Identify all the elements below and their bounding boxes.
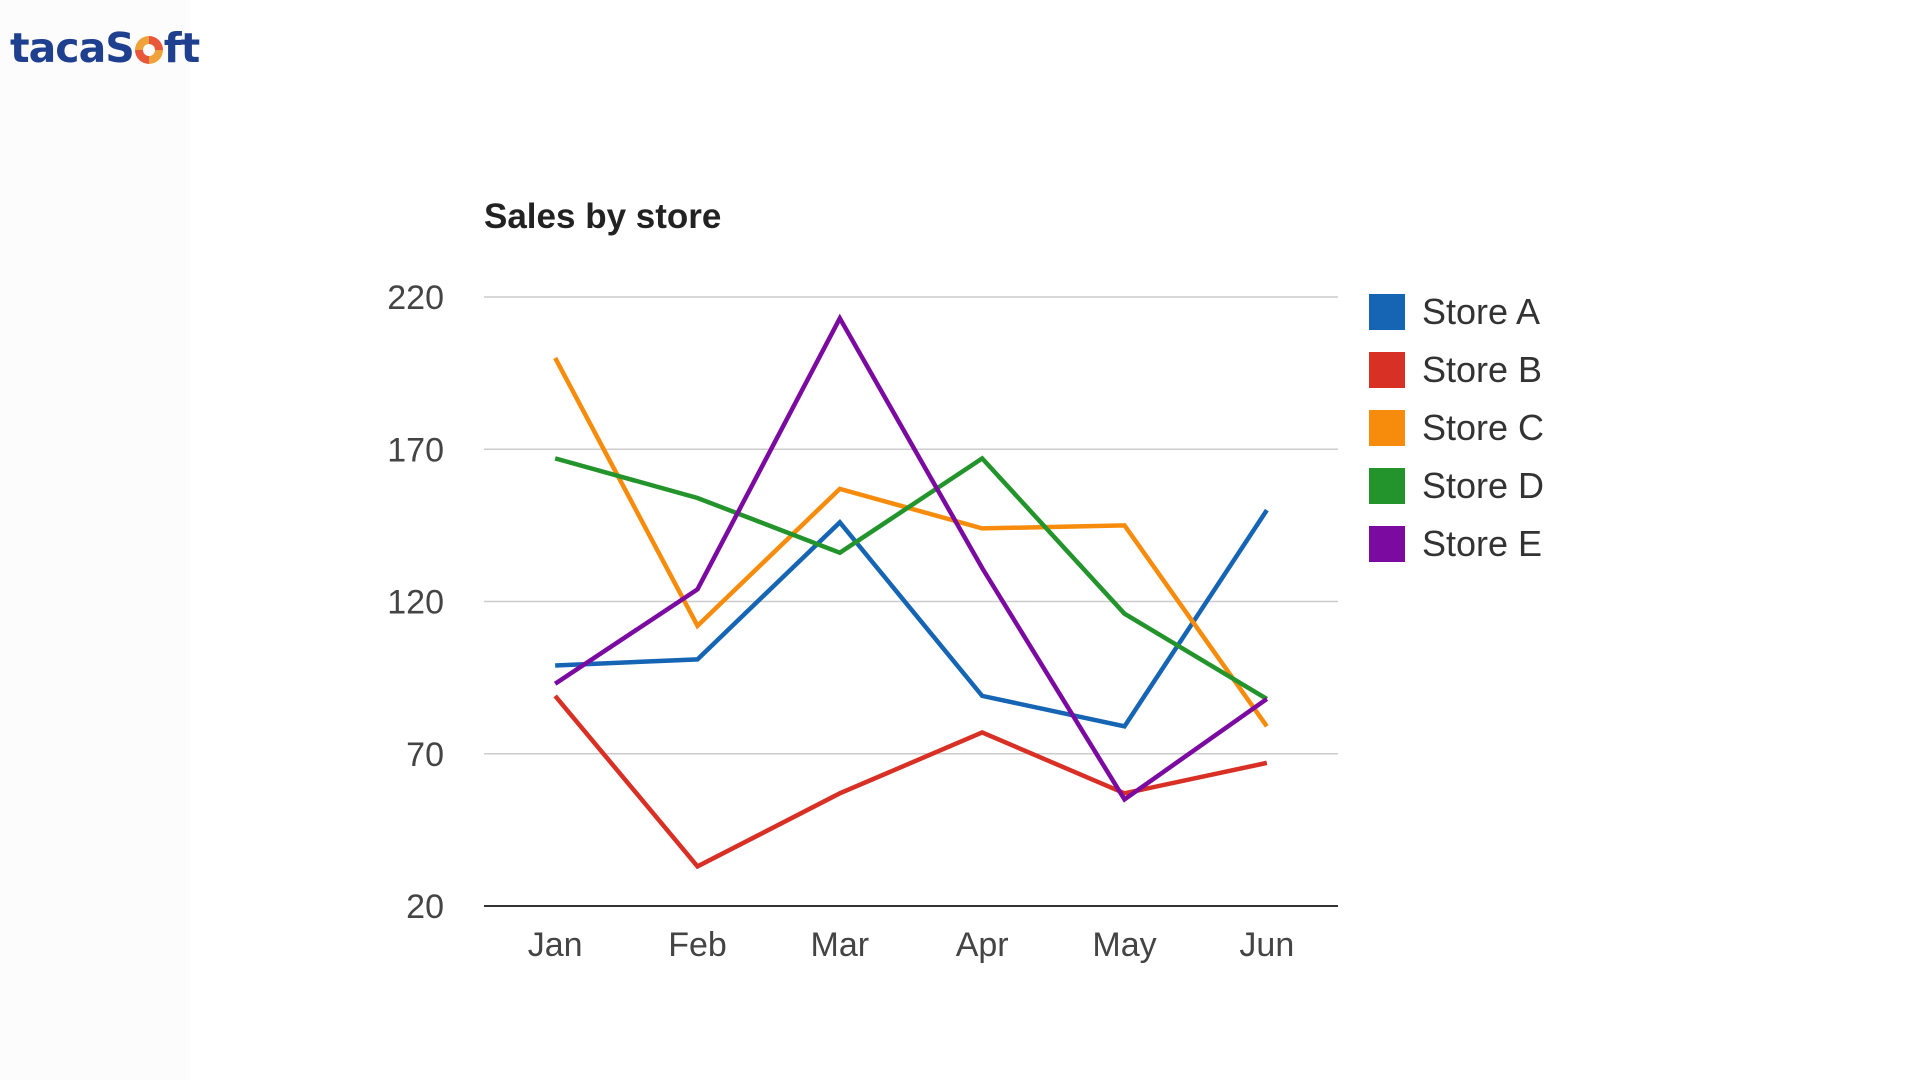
legend-swatch bbox=[1369, 468, 1405, 504]
series-line-store-c[interactable] bbox=[553, 356, 1269, 728]
y-tick-label: 120 bbox=[387, 584, 444, 622]
y-axis-ticks: 220 170 120 70 20 bbox=[387, 279, 444, 926]
x-tick-label: Mar bbox=[811, 926, 870, 964]
legend-swatch bbox=[1369, 410, 1405, 446]
chart-title: Sales by store bbox=[484, 197, 721, 236]
series-line-store-d[interactable] bbox=[554, 455, 1268, 701]
legend-label[interactable]: Store B bbox=[1422, 349, 1542, 390]
series-lines bbox=[553, 313, 1269, 870]
legend: Store A Store B Store C Store D Store E bbox=[1369, 291, 1544, 564]
y-tick-label: 70 bbox=[406, 736, 444, 774]
grid-lines bbox=[484, 296, 1338, 907]
logo-text-suffix: ft bbox=[163, 24, 200, 72]
series-line-store-b[interactable] bbox=[553, 694, 1268, 870]
x-axis-ticks: Jan Feb Mar Apr May Jun bbox=[528, 926, 1294, 964]
y-tick-label: 170 bbox=[387, 431, 444, 469]
series-line-store-a[interactable] bbox=[555, 508, 1269, 729]
logo-text-prefix: tacaS bbox=[10, 24, 135, 72]
legend-label[interactable]: Store D bbox=[1422, 465, 1544, 506]
legend-swatch bbox=[1369, 526, 1405, 562]
x-tick-label: Jan bbox=[528, 926, 583, 964]
y-tick-label: 20 bbox=[406, 888, 444, 926]
left-strip bbox=[0, 0, 190, 1080]
legend-label[interactable]: Store C bbox=[1422, 407, 1544, 448]
brand-logo[interactable]: tacaS ft bbox=[10, 28, 200, 69]
y-tick-label: 220 bbox=[387, 279, 444, 317]
logo-o-icon bbox=[134, 36, 163, 64]
x-tick-label: Feb bbox=[668, 926, 727, 964]
x-tick-label: Apr bbox=[956, 926, 1009, 964]
legend-label[interactable]: Store E bbox=[1422, 523, 1542, 564]
x-tick-label: Jun bbox=[1239, 926, 1294, 964]
x-tick-label: May bbox=[1092, 926, 1156, 964]
legend-swatch bbox=[1369, 352, 1405, 388]
legend-label[interactable]: Store A bbox=[1422, 291, 1540, 332]
series-line-store-e[interactable] bbox=[553, 313, 1269, 803]
legend-swatch bbox=[1369, 294, 1405, 330]
